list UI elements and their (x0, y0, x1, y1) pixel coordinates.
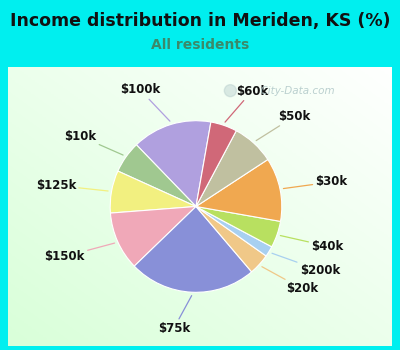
Text: $75k: $75k (158, 296, 192, 335)
Text: $20k: $20k (262, 267, 318, 295)
Text: City-Data.com: City-Data.com (254, 86, 335, 96)
Circle shape (224, 85, 236, 97)
Text: $50k: $50k (256, 110, 310, 141)
Text: $30k: $30k (284, 175, 348, 189)
Text: $100k: $100k (120, 84, 170, 121)
Wedge shape (110, 206, 196, 266)
Wedge shape (118, 145, 196, 206)
Text: $40k: $40k (280, 236, 344, 253)
Text: All residents: All residents (151, 38, 249, 52)
Text: $125k: $125k (36, 179, 108, 192)
Wedge shape (196, 206, 272, 256)
Text: $150k: $150k (44, 243, 115, 263)
Wedge shape (196, 160, 282, 222)
Text: $60k: $60k (225, 85, 268, 122)
Wedge shape (196, 206, 266, 272)
Wedge shape (196, 131, 268, 206)
Wedge shape (196, 122, 236, 206)
Wedge shape (136, 121, 211, 206)
Text: $10k: $10k (64, 130, 123, 155)
Wedge shape (110, 171, 196, 213)
Wedge shape (196, 206, 280, 247)
Text: Income distribution in Meriden, KS (%): Income distribution in Meriden, KS (%) (10, 12, 390, 30)
Wedge shape (134, 206, 252, 292)
Text: $200k: $200k (272, 253, 340, 277)
